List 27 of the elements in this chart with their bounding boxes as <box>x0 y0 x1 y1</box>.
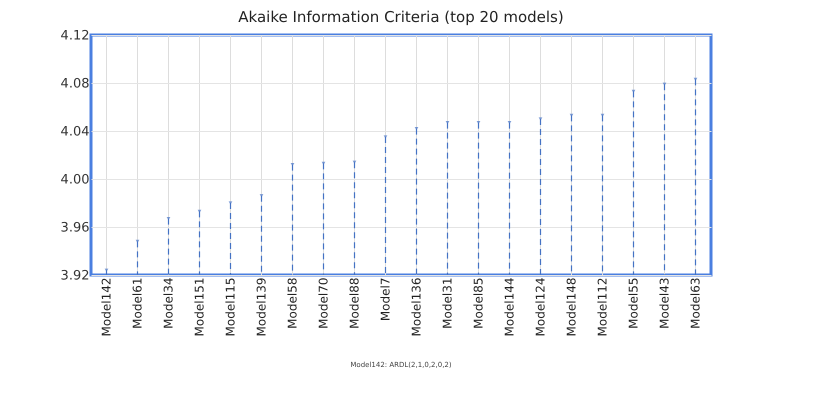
y-tick-label: 4.12 <box>60 28 90 44</box>
x-tick-label: Model136 <box>410 278 424 336</box>
y-tick-label: 4.00 <box>60 172 90 188</box>
y-tick-label: 4.04 <box>60 124 90 140</box>
x-tick-label: Model151 <box>192 278 206 336</box>
chart-title: Akaike Information Criteria (top 20 models) <box>238 8 564 26</box>
y-tick-label: 3.92 <box>60 268 90 284</box>
x-tick-label: Model142 <box>100 278 114 336</box>
x-tick-label: Model70 <box>316 278 330 329</box>
x-tick-label: Model85 <box>472 278 486 329</box>
x-tick-label: Model144 <box>502 278 516 336</box>
x-tick-label: Model88 <box>348 278 362 329</box>
x-tick-label: Model139 <box>254 278 268 336</box>
x-tick-label: Model63 <box>688 278 702 329</box>
x-tick-label: Model148 <box>564 278 578 336</box>
x-tick-label: Model58 <box>286 278 300 329</box>
x-tick-label: Model34 <box>162 278 176 329</box>
y-tick-label: 4.08 <box>60 76 90 92</box>
x-tick-label: Model124 <box>534 278 548 336</box>
x-tick-label: Model115 <box>224 278 238 336</box>
x-tick-label: Model112 <box>596 278 610 336</box>
x-tick-label: Model7 <box>378 278 392 322</box>
x-tick-label: Model43 <box>658 278 672 329</box>
y-tick-label: 3.96 <box>60 220 90 236</box>
x-tick-label: Model61 <box>130 278 144 329</box>
x-tick-label: Model31 <box>440 278 454 329</box>
x-tick-label: Model55 <box>626 278 640 329</box>
